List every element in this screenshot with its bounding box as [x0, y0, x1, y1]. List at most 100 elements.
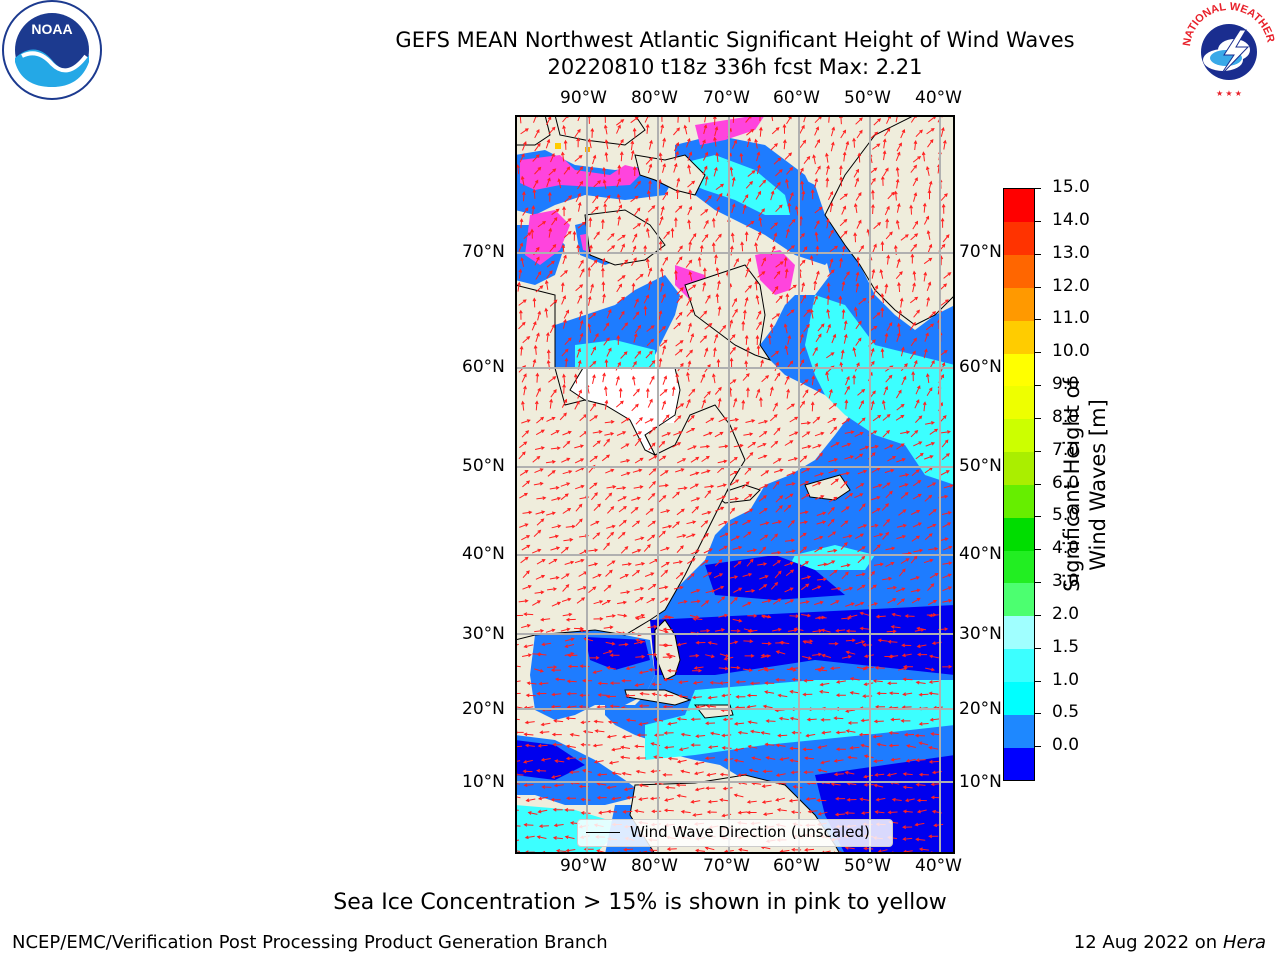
- wind-wave-arrow: [733, 721, 745, 726]
- wind-wave-arrow: [858, 732, 869, 737]
- wind-wave-arrow: [676, 458, 687, 464]
- wind-wave-arrow: [673, 415, 682, 423]
- wind-wave-arrow: [592, 532, 601, 540]
- wind-wave-arrow: [521, 373, 527, 383]
- wind-wave-arrow: [940, 193, 948, 201]
- wind-wave-arrow: [912, 177, 918, 187]
- wind-wave-arrow: [587, 295, 592, 306]
- wind-wave-arrow: [801, 613, 812, 618]
- footer-date-text: 12 Aug 2022 on: [1073, 932, 1218, 953]
- wind-wave-arrow: [522, 207, 529, 216]
- wind-wave-arrow: [537, 743, 548, 748]
- wind-wave-arrow: [803, 770, 814, 775]
- wind-wave-arrow: [888, 743, 899, 748]
- wind-wave-arrow: [718, 666, 729, 671]
- wind-wave-arrow: [552, 742, 563, 747]
- wind-wave-arrow: [589, 482, 598, 490]
- wind-wave-arrow: [593, 333, 599, 343]
- wind-wave-arrow: [577, 294, 583, 304]
- colorbar-tick-mark: [1034, 253, 1041, 255]
- wind-wave-arrow: [918, 847, 929, 852]
- wind-wave-arrow: [658, 494, 667, 503]
- wind-wave-arrow: [877, 638, 888, 643]
- wind-wave-arrow: [899, 473, 910, 477]
- wind-wave-arrow: [788, 191, 794, 202]
- wind-wave-arrow: [858, 297, 867, 305]
- wind-wave-arrow: [863, 774, 874, 779]
- wind-wave-arrow: [880, 175, 885, 186]
- wind-wave-arrow: [817, 811, 828, 816]
- wind-wave-arrow: [874, 704, 886, 709]
- wind-wave-arrow: [527, 811, 538, 815]
- wind-wave-arrow: [647, 163, 653, 174]
- wind-wave-arrow: [746, 810, 757, 815]
- wind-wave-arrow: [844, 385, 850, 395]
- wind-wave-arrow: [942, 234, 950, 243]
- wind-wave-arrow: [602, 293, 606, 304]
- noaa-logo-text: NOAA: [31, 21, 72, 37]
- wind-wave-arrow: [606, 734, 617, 739]
- wind-wave-arrow: [845, 629, 856, 633]
- wind-wave-arrow: [675, 468, 685, 473]
- wind-wave-arrow: [845, 375, 850, 386]
- wind-wave-arrow: [638, 783, 649, 788]
- wind-wave-arrow: [695, 640, 706, 645]
- wind-wave-arrow: [940, 217, 945, 228]
- wind-wave-arrow: [700, 444, 711, 449]
- wind-wave-arrow: [746, 800, 757, 804]
- wind-wave-arrow: [550, 797, 561, 802]
- wind-wave-arrow: [757, 443, 767, 448]
- wind-wave-arrow: [915, 452, 924, 460]
- wind-wave-arrow: [534, 166, 542, 175]
- wind-wave-arrow: [678, 747, 689, 752]
- wind-wave-arrow: [888, 654, 899, 659]
- wind-wave-arrow: [882, 482, 891, 489]
- wind-wave-arrow: [743, 432, 754, 436]
- wind-wave-arrow: [828, 496, 838, 503]
- wind-wave-arrow: [540, 757, 551, 762]
- wind-wave-arrow: [632, 233, 638, 243]
- wind-wave-arrow: [714, 431, 724, 438]
- wind-wave-arrow: [740, 241, 744, 252]
- wind-wave-arrow: [560, 546, 569, 554]
- noaa-logo: NOAA: [2, 0, 102, 100]
- wind-wave-arrow: [927, 189, 932, 200]
- map-frame: [515, 115, 955, 854]
- wind-wave-arrow: [827, 190, 834, 201]
- wind-wave-arrow: [718, 613, 729, 618]
- wind-wave-arrow: [770, 533, 779, 542]
- colorbar-tick-label: 1.0: [1052, 669, 1080, 690]
- lon-label-bottom: 80°W: [631, 856, 678, 876]
- wind-wave-arrow: [759, 575, 769, 580]
- wind-wave-arrow: [549, 323, 555, 334]
- wind-wave-arrow: [532, 179, 539, 189]
- wind-wave-arrow: [601, 454, 611, 462]
- wind-wave-arrow: [870, 496, 881, 501]
- wind-wave-arrow: [677, 600, 688, 604]
- wind-wave-arrow: [672, 521, 680, 529]
- wind-wave-arrow: [630, 149, 635, 160]
- wind-wave-arrow: [900, 430, 911, 435]
- wind-wave-arrow: [775, 743, 786, 748]
- wind-wave-arrow: [565, 617, 576, 622]
- wind-wave-arrow: [524, 743, 535, 748]
- wind-wave-arrow: [779, 640, 790, 645]
- wind-wave-arrow: [546, 349, 551, 360]
- lat-label-left: 50°N: [462, 456, 505, 476]
- wind-wave-arrow: [870, 131, 879, 139]
- wind-wave-arrow: [546, 416, 556, 422]
- legend-label: Wind Wave Direction (unscaled): [630, 823, 870, 841]
- wind-wave-arrow: [942, 664, 953, 669]
- wind-wave-arrow: [676, 717, 687, 721]
- wind-wave-arrow: [799, 481, 810, 486]
- wind-wave-arrow: [689, 614, 700, 619]
- wind-wave-arrow: [857, 469, 868, 475]
- wind-wave-arrow: [885, 546, 896, 551]
- wind-wave-arrow: [761, 375, 770, 383]
- wind-wave-arrow: [620, 351, 628, 359]
- wind-wave-arrow: [663, 693, 674, 698]
- wind-wave-arrow: [674, 141, 680, 152]
- wind-wave-arrow: [561, 348, 569, 357]
- wind-wave-arrow: [703, 219, 709, 229]
- wind-wave-arrow: [902, 837, 913, 841]
